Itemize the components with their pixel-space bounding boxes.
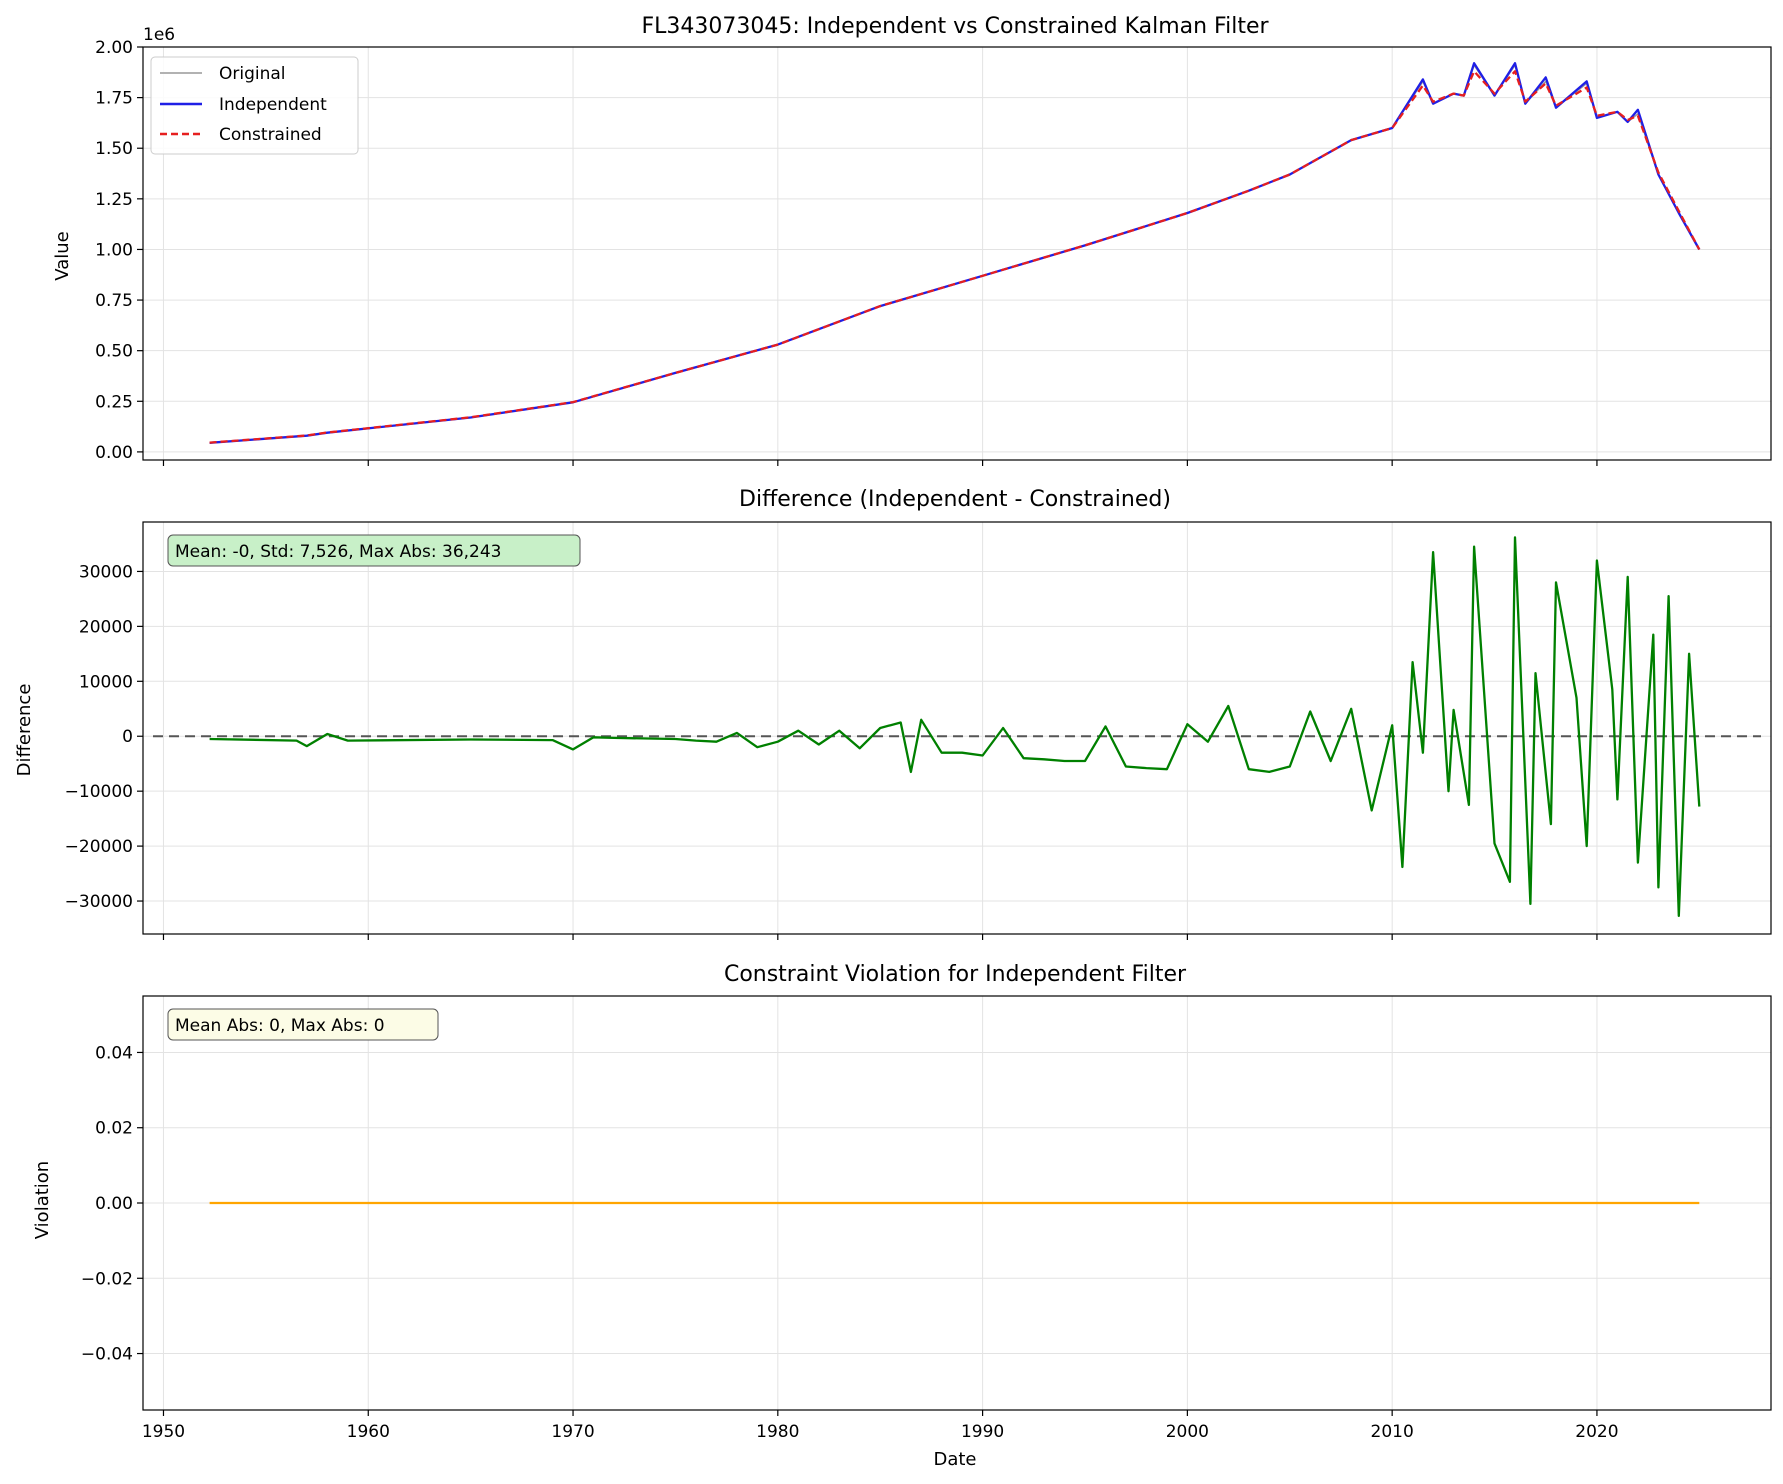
panel2-stats-box-bg [167, 534, 581, 567]
y-tick-label: 0.00 [95, 443, 133, 463]
panel2-ylabel: Difference [14, 684, 35, 777]
x-tick-label-2010: 2010 [1371, 1422, 1414, 1442]
panel-constraint-violation: Constraint Violation for Independent Fil… [32, 962, 1772, 1470]
panel3-frame [142, 995, 1772, 1411]
y-tick-label: 0 [122, 727, 133, 747]
y-tick-label: 0.02 [95, 1119, 133, 1139]
legend-constrained-label: Constrained [219, 125, 322, 145]
panel1-y-ticks: 0.00 0.25 0.50 0.75 1.00 1.25 1.50 1.75 2.00 [95, 38, 143, 463]
y-tick-label: 1.00 [95, 240, 133, 260]
panel3-xlabel: Date [933, 1449, 976, 1470]
panel1-series [209, 62, 1701, 444]
x-tick-label-1980: 1980 [756, 1422, 799, 1442]
panel2-y-ticks: −30000 −20000 −10000 0 10000 20000 30000 [65, 562, 143, 912]
panel2-title: Difference (Independent - Constrained) [739, 487, 1171, 512]
y-tick-label: 1.50 [95, 139, 133, 159]
panel2-x-ticks [162, 934, 1598, 940]
x-tick-label-1960: 1960 [347, 1422, 390, 1442]
x-tick-label-1990: 1990 [961, 1422, 1004, 1442]
panel3-stats-box-bg [167, 1008, 439, 1041]
panel-difference: Difference (Independent - Constrained) D… [14, 487, 1772, 940]
y-tick-label: 30000 [79, 562, 133, 582]
panel1-title: FL343073045: Independent vs Constrained … [641, 14, 1269, 39]
x-tick-label-2000: 2000 [1166, 1422, 1209, 1442]
y-tick-label: −20000 [65, 837, 133, 857]
series-line-constrained [209, 70, 1701, 444]
y-tick-label: −10000 [65, 782, 133, 802]
panel2-stats-text: Mean: -0, Std: 7,526, Max Abs: 36,243 [175, 542, 502, 562]
y-tick-label: −0.02 [81, 1269, 133, 1289]
panel3-ylabel: Violation [32, 1161, 53, 1239]
x-tick-label-1950: 1950 [142, 1422, 185, 1442]
panel3-stats-box: Mean Abs: 0, Max Abs: 0 [167, 1008, 439, 1041]
legend-original-label: Original [219, 64, 286, 84]
legend-independent-label: Independent [219, 95, 327, 115]
y-tick-label: 0.50 [95, 342, 133, 362]
panel1-x-ticks [162, 460, 1598, 466]
y-tick-label: 0.04 [95, 1043, 133, 1063]
y-tick-label: 2.00 [95, 38, 133, 58]
panel3-stats-text: Mean Abs: 0, Max Abs: 0 [175, 1016, 385, 1036]
panel1-offset-label: 1e6 [143, 25, 175, 45]
panel-kalman-comparison: FL343073045: Independent vs Constrained … [52, 14, 1772, 466]
y-tick-label: 10000 [79, 672, 133, 692]
panel2-grid [143, 522, 1771, 934]
y-tick-label: 1.25 [95, 190, 133, 210]
panel1-ylabel: Value [52, 231, 73, 280]
panel3-y-ticks: −0.04 −0.02 0.00 0.02 0.04 [81, 1043, 143, 1365]
panel2-frame [142, 521, 1772, 935]
y-tick-label: 0.25 [95, 392, 133, 412]
panel2-stats-box: Mean: -0, Std: 7,526, Max Abs: 36,243 [167, 534, 581, 567]
panel2-series [209, 536, 1701, 918]
y-tick-label: −30000 [65, 892, 133, 912]
y-tick-label: 0.75 [95, 291, 133, 311]
y-tick-label: 1.75 [95, 89, 133, 109]
x-tick-label-1970: 1970 [551, 1422, 594, 1442]
legend: Original Independent Constrained [150, 56, 359, 155]
legend-box [150, 56, 359, 155]
panel1-frame [142, 46, 1772, 461]
panel3-x-ticks: 1950 1960 1970 1980 1990 2000 2010 2020 [142, 1410, 1619, 1442]
y-tick-label: 20000 [79, 617, 133, 637]
series-line-panel2 [209, 536, 1701, 918]
panel3-title: Constraint Violation for Independent Fil… [724, 962, 1187, 987]
x-tick-label-2020: 2020 [1575, 1422, 1618, 1442]
y-tick-label: 0.00 [95, 1194, 133, 1214]
y-tick-label: −0.04 [81, 1345, 133, 1365]
